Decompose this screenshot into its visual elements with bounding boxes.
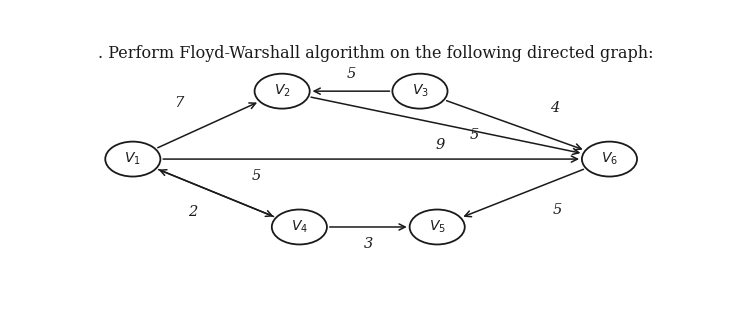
- Text: $V_{3}$: $V_{3}$: [411, 83, 428, 99]
- Ellipse shape: [410, 209, 465, 244]
- Text: . Perform Floyd-Warshall algorithm on the following directed graph:: . Perform Floyd-Warshall algorithm on th…: [99, 45, 654, 62]
- Ellipse shape: [255, 74, 310, 109]
- Text: 7: 7: [174, 96, 183, 110]
- Ellipse shape: [582, 142, 637, 176]
- Text: 5: 5: [554, 203, 562, 217]
- Text: 2: 2: [188, 205, 198, 220]
- Text: 9: 9: [436, 138, 445, 152]
- Ellipse shape: [393, 74, 448, 109]
- Text: 4: 4: [551, 101, 559, 115]
- Text: $V_{2}$: $V_{2}$: [273, 83, 290, 99]
- Text: 3: 3: [364, 237, 373, 251]
- Text: $V_{1}$: $V_{1}$: [124, 151, 142, 167]
- Ellipse shape: [272, 209, 327, 244]
- Text: $V_{4}$: $V_{4}$: [290, 219, 308, 235]
- Text: 5: 5: [470, 128, 479, 142]
- Text: 5: 5: [347, 67, 356, 81]
- Text: $V_{6}$: $V_{6}$: [601, 151, 618, 167]
- Ellipse shape: [105, 142, 160, 176]
- Text: $V_{5}$: $V_{5}$: [429, 219, 445, 235]
- Text: 5: 5: [252, 169, 261, 183]
